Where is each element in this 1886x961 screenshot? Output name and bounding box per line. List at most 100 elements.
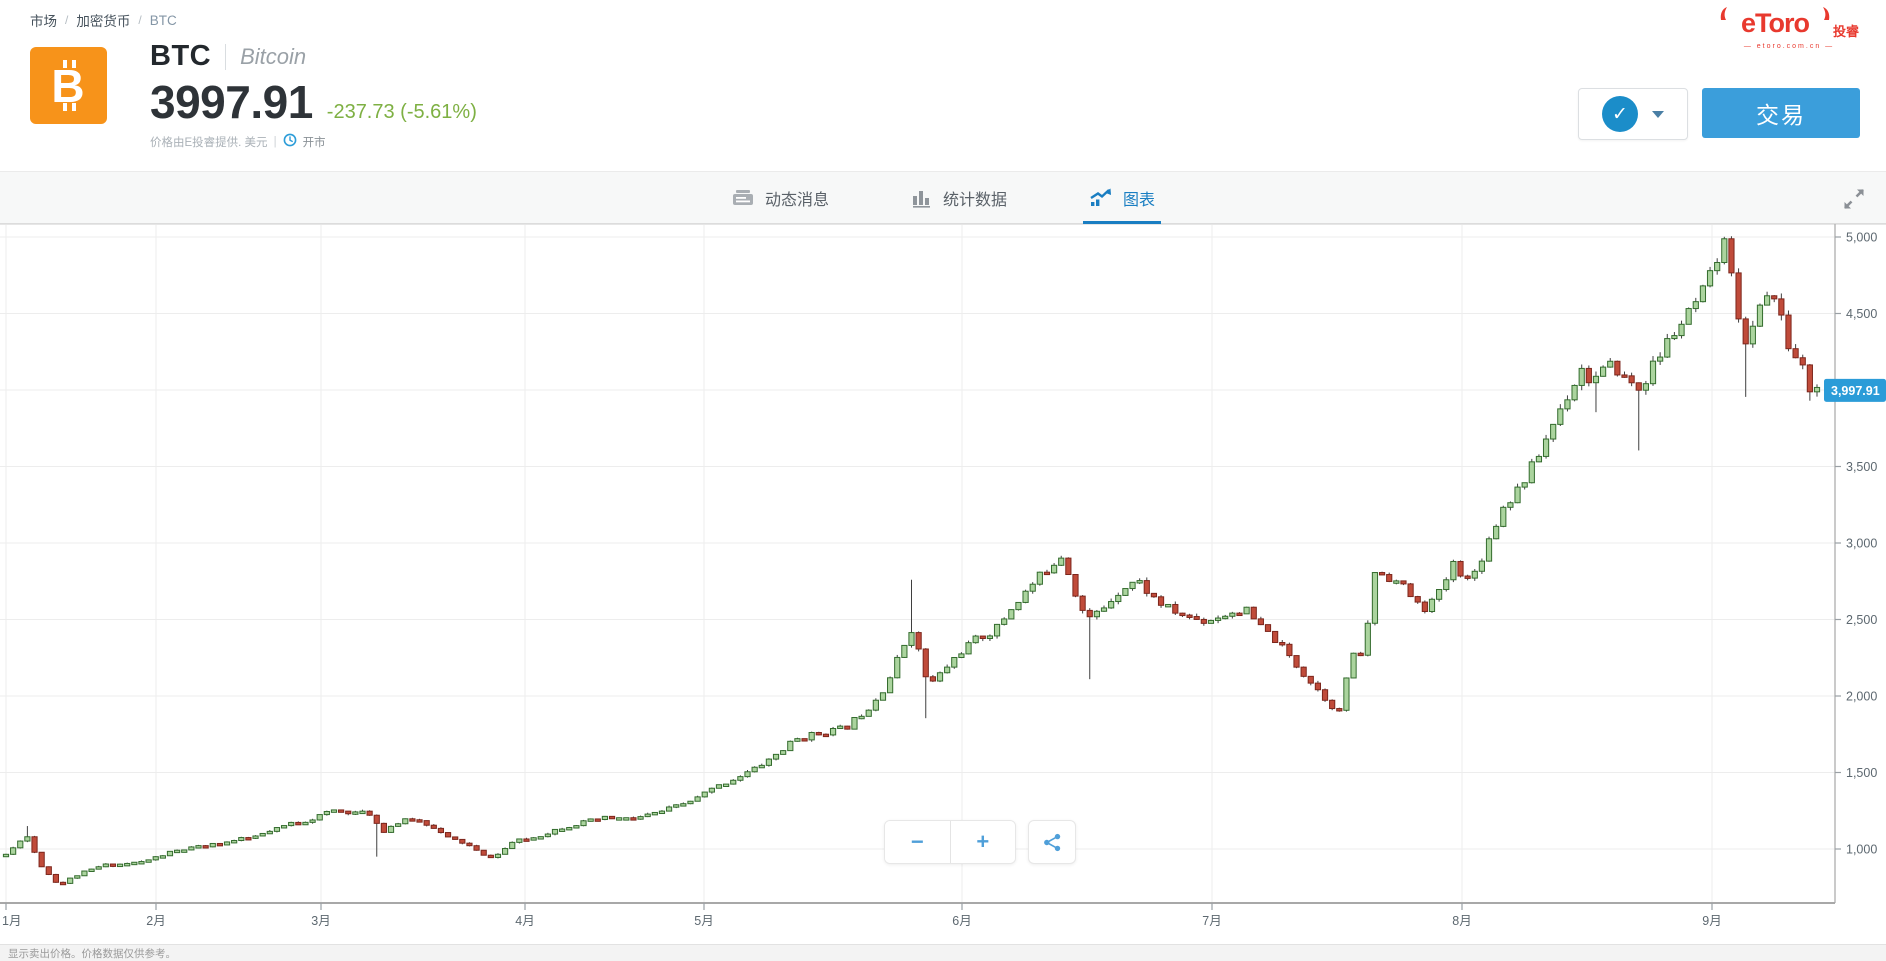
check-icon: ✓ — [1602, 96, 1638, 132]
candle-body — [1813, 386, 1821, 393]
candle-body — [858, 715, 865, 720]
candle-body — [1671, 335, 1678, 340]
candle-body — [758, 764, 765, 769]
expand-chart-icon[interactable] — [1840, 185, 1868, 213]
candle-body — [1721, 238, 1728, 263]
candle-body — [1314, 682, 1322, 691]
tab-bar: 动态消息 统计数据 图表 — [0, 171, 1886, 224]
candle-body — [1714, 261, 1721, 272]
candle-body — [1592, 375, 1600, 384]
candle-body — [1371, 572, 1379, 624]
candle-body — [1122, 588, 1129, 596]
candle-body — [1329, 699, 1336, 710]
x-tick-label: 5月 — [694, 914, 713, 928]
brand-name: eToro — [1740, 8, 1810, 38]
candle-body — [1272, 630, 1279, 644]
candle-body — [1756, 304, 1764, 327]
chevron-down-icon[interactable] — [1652, 110, 1664, 118]
candle-body — [109, 863, 117, 867]
candle-body — [1386, 574, 1393, 582]
candle-body — [1407, 583, 1414, 598]
svg-text:B: B — [51, 60, 84, 112]
candle-body — [302, 821, 309, 826]
candle-body — [1193, 616, 1200, 620]
watchlist-button[interactable]: ✓ — [1578, 88, 1688, 140]
y-tick-label: 2,500 — [1846, 613, 1877, 627]
candle-body — [188, 846, 195, 851]
candle-body — [1043, 571, 1051, 576]
candle-body — [1072, 574, 1079, 597]
x-tick-label: 9月 — [1702, 914, 1721, 928]
candle-body — [466, 842, 473, 847]
candle-body — [1699, 285, 1707, 303]
candle-body — [1600, 366, 1607, 377]
trade-button[interactable]: 交易 — [1702, 88, 1860, 138]
candle-body — [908, 632, 915, 646]
candlestick-series — [2, 236, 1821, 886]
candle-body — [74, 875, 81, 879]
candle-body — [1136, 580, 1143, 584]
candle-body — [52, 873, 60, 883]
price-chart[interactable]: 5,0004,5004,0003,5003,0002,5002,0001,500… — [0, 224, 1886, 944]
candle-body — [1279, 642, 1286, 646]
candle-body — [1257, 618, 1264, 626]
zoom-in-button[interactable]: + — [950, 821, 1015, 863]
candle-body — [116, 863, 124, 868]
stats-icon — [911, 188, 933, 208]
active-tab-underline — [1083, 221, 1162, 224]
candle-body — [1050, 564, 1058, 574]
candle-body — [1300, 666, 1307, 677]
breadcrumb-markets[interactable]: 市场 — [30, 14, 57, 29]
candle-body — [1799, 357, 1806, 366]
candle-body — [1542, 438, 1550, 457]
candle-body — [1086, 609, 1093, 618]
candle-body — [1728, 238, 1735, 274]
candle-body — [1036, 571, 1043, 585]
candle-body — [1321, 689, 1329, 701]
candle-body — [1664, 338, 1671, 358]
bull-horns-icon — [1719, 6, 1739, 27]
price-tag-background — [1824, 378, 1886, 402]
candle-body — [851, 717, 858, 730]
breadcrumb-crypto[interactable]: 加密货币 — [76, 14, 131, 29]
tab-news-feed[interactable]: 动态消息 — [725, 172, 835, 223]
candle-body — [273, 827, 281, 832]
divider — [949, 821, 951, 863]
breadcrumb-current: BTC — [149, 12, 177, 28]
candle-body — [24, 836, 31, 842]
candle-body — [444, 832, 452, 838]
candle-body — [1642, 383, 1649, 391]
share-button[interactable] — [1028, 820, 1076, 864]
candle-body — [1657, 356, 1664, 362]
candle-body — [1293, 655, 1300, 668]
candle-body — [559, 828, 566, 832]
tab-statistics[interactable]: 统计数据 — [905, 172, 1013, 223]
tab-charts[interactable]: 图表 — [1083, 172, 1162, 224]
current-price-tag: 3,997.91 — [1824, 378, 1886, 402]
y-tick-label: 2,000 — [1846, 690, 1877, 704]
price-tag-value: 3,997.91 — [1831, 384, 1880, 398]
price-change: -237.73 (-5.61%) — [326, 101, 477, 123]
candle-body — [266, 830, 273, 835]
breadcrumb: 市场 / 加密货币 / BTC — [30, 10, 177, 30]
candle-body — [794, 738, 801, 742]
candle-body — [1792, 348, 1799, 359]
y-tick-label: 1,000 — [1846, 843, 1877, 857]
candle-body — [1350, 652, 1357, 679]
candle-body — [359, 810, 366, 815]
candle-body — [1008, 609, 1015, 620]
candle-body — [1108, 601, 1115, 609]
zoom-out-button[interactable]: − — [885, 821, 950, 863]
candle-body — [1571, 384, 1578, 401]
candle-body — [430, 824, 437, 829]
clock-icon — [283, 133, 297, 150]
chart-grid — [0, 224, 1835, 903]
candle-body — [516, 838, 523, 843]
candle-body — [366, 810, 373, 816]
candle-body — [601, 815, 609, 821]
candle-body — [566, 827, 573, 831]
candle-body — [352, 811, 359, 815]
candle-body — [1179, 612, 1186, 617]
candle-body — [17, 840, 24, 849]
candle-body — [951, 657, 958, 668]
